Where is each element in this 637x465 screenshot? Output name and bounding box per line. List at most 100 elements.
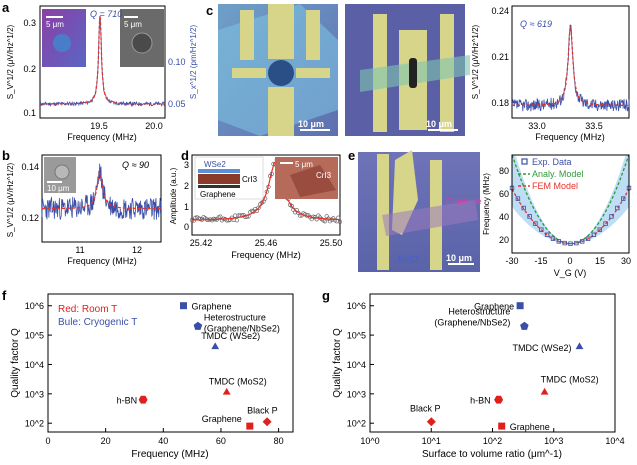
scalebar-c2-label: 10 μm — [426, 119, 452, 129]
device-c1-electrode-bottom — [268, 87, 294, 136]
fit-curve-d — [192, 161, 340, 221]
ytick-label-g: 10^4 — [347, 360, 366, 370]
schematic-label-graphene: Graphene — [200, 190, 236, 199]
device-e-bar1 — [377, 154, 389, 270]
ylabel-g: Quality factor Q — [332, 328, 343, 398]
ytick-c-0: 0.18 — [491, 98, 509, 108]
data-point-d — [233, 213, 238, 218]
exp-data-point — [621, 196, 626, 201]
inset-sem-a-drum — [131, 32, 153, 54]
panel-a: 5 μm 5 μm Q = 710 0.1 0.2 0.3 0.05 0.10 … — [6, 5, 198, 142]
exp-data-point — [568, 241, 573, 246]
xtick-c-1: 33.5 — [585, 121, 603, 131]
ytick-d-0: 0 — [184, 222, 189, 232]
ytick-b-1: 0.14 — [21, 162, 39, 172]
inset-optical-d-flake — [290, 165, 336, 197]
xtick-e-4: 30 — [621, 256, 631, 266]
schematic-graphene-layer — [198, 185, 240, 188]
panel-letter-b: b — [2, 148, 10, 163]
plot-frame-b — [41, 154, 162, 243]
xtick-e-1: -15 — [534, 256, 547, 266]
scalebar-c1-label: 10 μm — [298, 119, 324, 129]
xtick-label-f: 20 — [101, 436, 111, 446]
point-label-f-1: (Graphene/NbSe2) — [204, 323, 280, 333]
xtick-d-2: 25.50 — [320, 238, 343, 248]
xlabel-b: Frequency (MHz) — [67, 256, 137, 266]
ytick-b-0: 0.12 — [21, 213, 39, 223]
panel-letter-g: g — [322, 288, 330, 303]
point-g-3 — [540, 387, 549, 395]
inset-optical-a-drum — [53, 34, 71, 52]
point-label-f-6: Graphene — [202, 414, 242, 424]
xtick-e-0: -30 — [505, 256, 518, 266]
plot-frame-c — [511, 5, 630, 119]
schematic-cri3-layer — [198, 174, 240, 184]
point-g-0 — [516, 302, 524, 310]
scalebar-e-label: 10 μm — [446, 253, 472, 263]
ytick-label-g: 10^5 — [347, 331, 366, 341]
device-c1-drum — [268, 60, 294, 86]
ytick-c-2: 0.24 — [491, 6, 509, 16]
xtick-label-f: 40 — [158, 436, 168, 446]
xtick-label-f: 80 — [274, 436, 284, 446]
xtick-d-0: 25.42 — [190, 238, 213, 248]
panel-d: WSe2 CrI3 Graphene 5 μm CrI3 0 1 2 3 25.… — [169, 154, 343, 260]
schematic-label-cri3: CrI3 — [242, 175, 258, 184]
panel-e-plot: Exp. Data Analy. Model FEM Model 20 40 6… — [482, 154, 632, 278]
point-label-f-0: Graphene — [192, 302, 232, 312]
xtick-e-2: 0 — [567, 256, 572, 266]
scalebar-d-label: 5 μm — [295, 160, 313, 169]
xtick-label-g: 10^4 — [605, 436, 624, 446]
point-label-g-1: (Graphene/NbSe2) — [434, 317, 510, 327]
xlabel-f: Frequency (MHz) — [131, 449, 208, 460]
ytick-e-2: 60 — [499, 189, 509, 199]
ytick-label-f: 10^5 — [25, 331, 44, 341]
fem-model-curve — [511, 188, 630, 245]
panel-letter-c: c — [206, 3, 213, 18]
scalebar-a2-label: 5 μm — [124, 20, 142, 29]
legend-f-cryo: Bule: Cryogenic T — [58, 317, 137, 328]
device-c1-electrode-top3 — [306, 10, 320, 60]
xlabel-a: Frequency (MHz) — [67, 132, 137, 142]
device-c1-electrode-left — [232, 68, 266, 78]
point-label-g-0: Graphene — [474, 302, 514, 312]
panel-letter-d: d — [181, 148, 189, 163]
data-point-d — [218, 214, 223, 219]
point-label-g-3: TMDC (MoS2) — [541, 374, 599, 384]
xtick-c-0: 33.0 — [528, 121, 546, 131]
point-f-0 — [180, 302, 187, 310]
panel-letter-a: a — [2, 0, 10, 15]
device-c1-electrode-top — [268, 4, 294, 59]
ylabel-f: Quality factor Q — [10, 328, 21, 398]
panel-c-images: 10 μm 10 μm — [218, 4, 470, 136]
image-label-graphene: Graphene — [446, 197, 482, 206]
exp-data-point — [591, 232, 597, 237]
point-label-f-1: Heterostructure — [204, 312, 266, 322]
point-label-g-4: h-BN — [470, 396, 491, 406]
y2tick-a-1: 0.10 — [168, 57, 186, 67]
inset-sem-b-drum — [54, 164, 70, 180]
y2label-a: S_x^1/2 (pm/Hz^1/2) — [189, 25, 198, 100]
xtick-label-g: 10^2 — [483, 436, 502, 446]
point-label-f-3: TMDC (MoS2) — [209, 376, 267, 386]
point-g-5 — [426, 417, 436, 427]
inset-optical-d-label: CrI3 — [316, 171, 332, 180]
xlabel-e: V_G (V) — [554, 268, 587, 278]
panel-g: 10^2 10^3 10^4 10^5 10^6 10^0 10^1 10^2 10^3 10^4… — [332, 293, 625, 460]
point-f-3 — [222, 387, 231, 395]
point-label-g-2: TMDC (WSe2) — [513, 343, 572, 353]
point-label-f-5: Black P — [247, 406, 278, 416]
data-trace-b — [41, 163, 162, 220]
point-f-4 — [138, 395, 148, 404]
ylabel-d: Amplitude (a.u.) — [169, 167, 178, 224]
ytick-e-0: 20 — [499, 235, 509, 245]
analytic-model-curve — [511, 154, 630, 245]
point-f-2 — [211, 342, 220, 350]
plot-frame-a — [39, 5, 166, 119]
panel-f: 10^210^310^410^510^60 20 40 60 80GrapheneHet… — [10, 293, 294, 460]
exp-data-point — [597, 227, 602, 232]
xtick-label-f: 0 — [45, 436, 50, 446]
point-g-2 — [575, 342, 584, 350]
exp-data-point — [527, 214, 532, 219]
exp-data-point — [615, 205, 620, 211]
